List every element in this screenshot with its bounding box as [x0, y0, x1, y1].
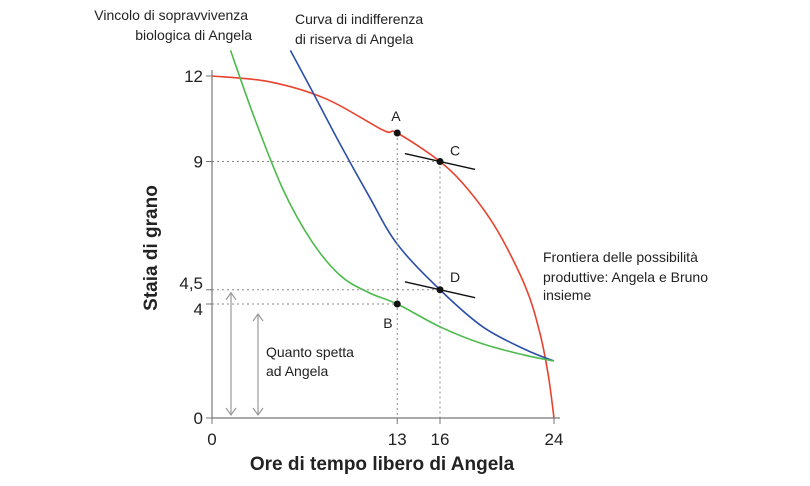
- y-tick-label-4: 4: [194, 300, 203, 319]
- point-c: [436, 158, 444, 165]
- share-arrow-4-5-head-bottom: [225, 407, 237, 417]
- angela-share-label: Quanto spetta ad Angela: [266, 344, 358, 379]
- curves-layer: [211, 49, 555, 419]
- survival-label-line-2: biologica di Angela: [135, 27, 252, 43]
- x-tick-label-13: 13: [388, 430, 407, 449]
- axes-layer: 0 13 16 24 0 4 4,5 9 12: [179, 67, 563, 449]
- survival-constraint-label: Vincolo di sopravvivenza biologica di An…: [94, 7, 252, 43]
- x-tick-label-0: 0: [207, 430, 216, 449]
- share-label-line-1: Quanto spetta: [266, 344, 354, 360]
- frontier-label-line-3: insieme: [543, 287, 591, 303]
- indifference-curve-label: Curva di indifferenza di riserva di Ange…: [295, 11, 427, 47]
- point-label-c: C: [450, 143, 460, 159]
- y-tick-label-4-5: 4,5: [179, 274, 203, 293]
- survival-label-line-1: Vincolo di sopravvivenza: [94, 7, 248, 23]
- share-arrow-4: [252, 312, 264, 417]
- frontier-label-line-2: produttive: Angela e Bruno: [543, 269, 708, 285]
- frontier-curve: [211, 75, 555, 419]
- frontier-label-line-1: Frontiera delle possibilità: [543, 249, 698, 265]
- point-b: [393, 300, 401, 308]
- survival-constraint-curve: [229, 50, 555, 362]
- x-tick-label-16: 16: [431, 430, 450, 449]
- y-tick-label-0: 0: [194, 409, 203, 428]
- y-tick-label-9: 9: [194, 153, 203, 172]
- guide-lines-layer: [212, 133, 441, 418]
- share-arrow-4-head-bottom: [252, 407, 264, 417]
- frontier-label: Frontiera delle possibilità produttive: …: [543, 249, 712, 303]
- x-tick-label-24: 24: [545, 430, 564, 449]
- point-label-a: A: [391, 108, 401, 124]
- indiff-label-line-2: di riserva di Angela: [295, 31, 414, 47]
- share-arrow-4-5: [225, 291, 237, 417]
- points-layer: A C D B: [383, 108, 476, 331]
- point-label-b: B: [383, 315, 392, 331]
- y-axis-title: Staia di grano: [141, 185, 162, 311]
- share-arrow-4-head-top: [252, 312, 264, 322]
- indiff-label-line-1: Curva di indifferenza: [295, 11, 423, 27]
- point-label-d: D: [450, 269, 460, 285]
- point-d: [436, 286, 444, 294]
- share-arrow-4-5-head-top: [225, 291, 237, 301]
- share-label-line-2: ad Angela: [266, 363, 328, 379]
- point-a: [393, 129, 401, 137]
- indifference-curve: [289, 49, 555, 362]
- y-tick-label-12: 12: [184, 67, 203, 86]
- x-axis-title: Ore di tempo libero di Angela: [250, 454, 515, 475]
